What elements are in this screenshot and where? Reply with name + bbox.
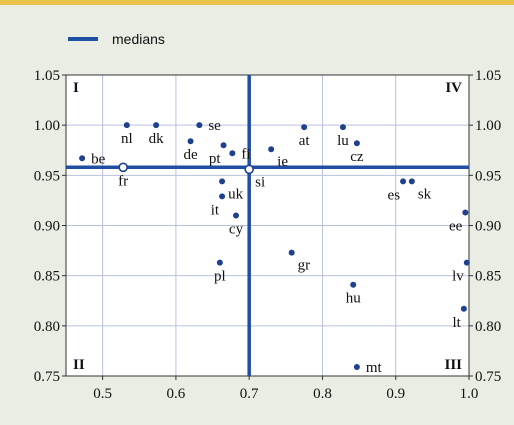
point-gr [288,249,295,256]
y-tick-label-left-2: 0.85 [34,269,60,285]
point-it [219,193,226,200]
point-label-fr: fr [118,173,128,189]
point-uk [219,178,226,185]
quadrant-label-top-left: I [73,80,79,96]
point-es [400,178,407,185]
point-mt [353,363,360,370]
point-label-gr: gr [298,258,311,274]
x-tick-label-2: 0.7 [240,386,259,402]
y-tick-label-left-6: 1.05 [34,68,60,84]
point-nl [123,122,130,129]
y-tick-label-right-5: 1.00 [475,118,501,134]
point-label-lu: lu [337,133,349,149]
point-label-uk: uk [228,186,244,202]
point-de [187,138,194,145]
y-tick-label-left-1: 0.80 [34,319,60,335]
point-at [301,124,308,131]
point-label-si: si [255,174,265,190]
quadrant-label-top-right: IV [445,80,462,96]
point-sk [408,178,415,185]
chart-legend: medians [68,31,165,47]
point-lu [339,124,346,131]
point-label-de: de [183,147,198,163]
point-fr [118,162,128,173]
quadrant-label-bottom-left: II [73,357,85,373]
point-label-pl: pl [214,269,226,285]
point-label-be: be [91,151,106,167]
x-tick-label-0: 0.5 [93,386,112,402]
y-tick-label-right-1: 0.80 [475,319,501,335]
y-tick-label-right-0: 0.75 [475,369,501,385]
point-label-nl: nl [121,131,133,147]
point-label-cz: cz [350,149,364,165]
point-pt [220,142,227,149]
point-hu [350,281,357,288]
point-label-dk: dk [149,131,165,147]
point-lv [463,259,470,266]
point-pl [216,259,223,266]
point-label-sk: sk [418,186,432,202]
point-label-mt: mt [366,360,383,376]
point-dk [153,122,160,129]
point-label-ie: ie [277,154,288,170]
y-tick-label-right-3: 0.90 [475,219,501,235]
point-cz [353,140,360,147]
point-ie [268,146,275,153]
y-tick-label-right-4: 0.95 [475,168,501,184]
x-tick-label-5: 1.0 [460,386,479,402]
x-tick-label-3: 0.8 [313,386,332,402]
legend-label-medians: medians [112,31,165,47]
point-label-lt: lt [453,315,462,331]
point-label-at: at [299,133,311,149]
y-tick-label-left-5: 1.00 [34,118,60,134]
x-tick-label-4: 0.9 [386,386,405,402]
point-be [79,155,86,162]
point-label-ee: ee [449,218,463,234]
top-accent-bar [0,0,514,5]
point-label-hu: hu [346,291,362,307]
y-tick-label-left-4: 0.95 [34,168,60,184]
y-tick-label-left-3: 0.90 [34,219,60,235]
point-se [196,122,203,129]
point-label-it: it [211,202,220,218]
y-tick-label-right-6: 1.05 [475,68,501,84]
y-tick-label-right-2: 0.85 [475,269,501,285]
y-tick-label-left-0: 0.75 [34,369,60,385]
point-label-se: se [208,118,221,134]
point-label-pt: pt [209,151,222,167]
legend-swatch-medians [68,37,98,41]
point-cy [232,212,239,219]
point-label-fi: fi [241,146,250,162]
point-label-cy: cy [229,221,244,237]
point-label-lv: lv [452,269,464,285]
x-tick-label-1: 0.6 [167,386,186,402]
point-si [244,164,254,175]
point-fi [229,150,236,157]
quadrant-label-bottom-right: III [444,357,462,373]
point-ee [462,209,469,216]
point-lt [460,305,467,312]
point-label-es: es [388,187,401,203]
